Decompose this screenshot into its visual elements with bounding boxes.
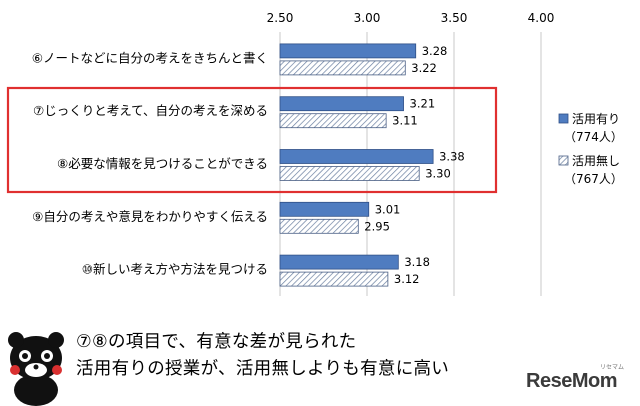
legend-swatch-ari: [558, 113, 569, 124]
data-label: 3.28: [422, 44, 448, 58]
legend-swatch-nashi: [558, 155, 569, 166]
x-tick-label: 2.50: [267, 11, 294, 25]
data-label: 3.21: [410, 97, 436, 111]
bar-katsuyou-nashi: [279, 166, 420, 181]
data-label: 3.11: [392, 114, 418, 128]
gridlines: [279, 32, 542, 296]
data-label: 3.30: [425, 167, 451, 181]
category-label: ⑨自分の考えや意見をわかりやすく伝える: [32, 209, 268, 224]
bar-katsuyou-ari: [279, 96, 404, 112]
legend: 活用有り （774人） 活用無し （767人）: [558, 112, 623, 186]
bar-katsuyou-ari: [279, 149, 434, 164]
resemom-logo: ReseMom: [526, 370, 617, 392]
bar-katsuyou-nashi: [279, 218, 359, 234]
caption-line-2: 活用有りの授業が、活用無しよりも有意に高い: [76, 359, 450, 379]
x-tick-label: 3.00: [354, 11, 381, 25]
data-label: 3.22: [411, 61, 437, 75]
x-axis-ticks: 2.50 3.00 3.50 4.00: [267, 11, 555, 25]
category-labels: ⑥ノートなどに自分の考えをきちんと書く ⑦じっくりと考えて、自分の考えを深める ⑧必…: [32, 50, 268, 276]
category-label: ⑦じっくりと考えて、自分の考えを深める: [33, 103, 268, 118]
category-label: ⑩新しい考え方や方法を見つける: [82, 262, 268, 277]
bar-katsuyou-nashi: [279, 60, 406, 76]
resemom-logo-sub: リセマム: [600, 364, 625, 371]
bar-katsuyou-nashi: [279, 113, 387, 129]
bar-katsuyou-ari: [279, 201, 370, 217]
data-label: 3.12: [394, 272, 420, 286]
legend-entry-count: （774人）: [564, 130, 623, 144]
legend-entry: 活用有り: [572, 112, 620, 126]
bar-katsuyou-nashi: [279, 271, 389, 287]
x-tick-label: 3.50: [441, 11, 468, 25]
bar-katsuyou-ari: [279, 254, 399, 270]
data-label: 2.95: [364, 219, 390, 233]
highlight-box: [6, 86, 498, 194]
legend-entry-count: （767人）: [564, 172, 623, 186]
kumamon-mascot-icon: [8, 332, 64, 406]
caption-line-1: ⑦⑧の項目で、有意な差が見られた: [76, 332, 357, 352]
value-labels: 3.28 3.22 3.21 3.11 3.38 3.30 3.01 2.95 3.18 3.12: [364, 44, 464, 286]
bar-katsuyou-ari: [279, 43, 417, 59]
category-label: ⑥ノートなどに自分の考えをきちんと書く: [32, 50, 268, 65]
legend-entry: 活用無し: [572, 153, 620, 168]
category-label: ⑧必要な情報を見つけることができる: [57, 156, 268, 171]
bars: [279, 43, 434, 287]
data-label: 3.18: [404, 255, 430, 269]
x-tick-label: 4.00: [528, 11, 555, 25]
data-label: 3.38: [439, 150, 465, 164]
data-label: 3.01: [375, 202, 401, 216]
